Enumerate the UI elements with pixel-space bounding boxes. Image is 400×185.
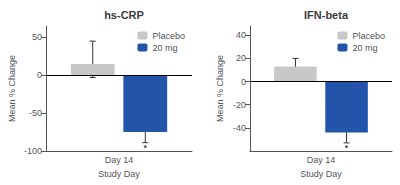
svg-text:20 mg: 20 mg: [152, 43, 177, 53]
svg-text:-40: -40: [233, 123, 246, 133]
svg-text:-100: -100: [24, 146, 42, 156]
svg-text:0: 0: [37, 70, 42, 80]
svg-text:Day 14: Day 14: [105, 155, 134, 165]
svg-text:IFN-beta: IFN-beta: [304, 9, 349, 21]
svg-text:-50: -50: [29, 108, 42, 118]
svg-text:Study Day: Study Day: [300, 169, 342, 179]
svg-text:Mean % Change: Mean % Change: [7, 55, 17, 122]
svg-text:*: *: [345, 143, 349, 153]
svg-text:Day 14: Day 14: [307, 155, 336, 165]
svg-text:20 mg: 20 mg: [352, 43, 377, 53]
svg-text:*: *: [144, 143, 148, 153]
svg-text:-20: -20: [233, 100, 246, 110]
svg-text:Study Day: Study Day: [98, 169, 140, 179]
svg-text:Placebo: Placebo: [152, 31, 185, 41]
svg-text:40: 40: [236, 30, 246, 40]
svg-text:0: 0: [241, 77, 246, 87]
svg-text:hs-CRP: hs-CRP: [104, 9, 144, 21]
svg-text:Placebo: Placebo: [352, 31, 385, 41]
svg-text:Mean % Change: Mean % Change: [215, 55, 225, 122]
svg-text:20: 20: [236, 53, 246, 63]
svg-text:50: 50: [32, 32, 42, 42]
